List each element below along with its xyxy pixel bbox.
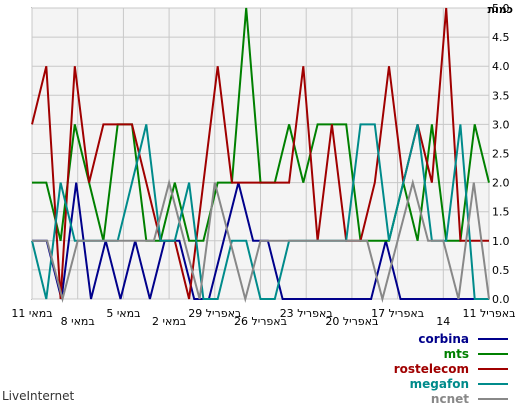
legend-label-ncnet: ncnet <box>431 392 469 405</box>
y-tick-label: 0.5 <box>492 264 510 277</box>
x-tick-label: 14 <box>436 315 450 328</box>
x-tick-label: 8 במאי <box>61 315 95 328</box>
y-tick-label: 1.5 <box>492 206 510 219</box>
y-tick-label: 3.5 <box>492 89 510 102</box>
y-tick-label: 0.0 <box>492 293 510 306</box>
y-tick-label: 3.0 <box>492 118 510 131</box>
x-tick-label: 29 באפריל <box>188 307 241 320</box>
x-tick-label: 11 במאי <box>11 307 52 320</box>
legend-label-corbina: corbina <box>418 332 469 346</box>
legend-label-mts: mts <box>444 347 469 361</box>
y-axis-label: כמות <box>488 3 513 16</box>
legend-label-megafon: megafon <box>410 377 469 391</box>
legend-label-rostelecom: rostelecom <box>394 362 469 376</box>
y-tick-label: 2.0 <box>492 177 510 190</box>
series-lines <box>31 7 490 303</box>
series-line-ncnet <box>32 178 490 303</box>
x-tick-label: 23 באפריל <box>280 307 333 320</box>
x-tick-label: 17 באפריל <box>371 307 424 320</box>
x-tick-label: 11 באפריל <box>462 307 515 320</box>
y-tick-label: 4.5 <box>492 31 510 44</box>
y-tick-label: 5.0 <box>492 2 510 15</box>
x-tick-label: 26 באפריל <box>234 315 287 328</box>
watermark: LiveInternet <box>2 389 74 403</box>
y-axis-ticks: 0.0 0.5 1.0 1.5 2.0 2.5 3.0 3.5 4.0 4.5 5.0 <box>492 2 510 306</box>
y-tick-label: 2.5 <box>492 148 510 161</box>
x-tick-label: 2 במאי <box>152 315 186 328</box>
y-tick-label: 4.0 <box>492 60 510 73</box>
x-tick-label: 5 במאי <box>106 307 140 320</box>
y-tick-label: 1.0 <box>492 235 510 248</box>
x-tick-label: 20 באפריל <box>325 315 378 328</box>
